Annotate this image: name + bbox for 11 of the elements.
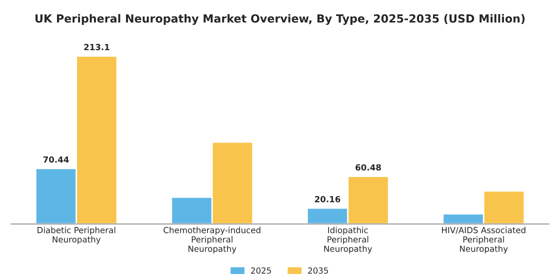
data-label: 20.16 [314,196,340,202]
chart-title: UK Peripheral Neuropathy Market Overview, By Type, 2025-2035 (USD Million) [35,14,525,25]
x-tick-label: HIV/AIDS Associated Peripheral Neuropathy [442,226,526,254]
legend-label: 2025 [251,267,271,274]
data-label: 60.48 [356,164,381,171]
x-tick-label: Chemotherapy-induced Peripheral Neuropathy [164,226,260,254]
x-tick-label: Diabetic Peripheral Neuropathy [38,226,116,244]
x-tick-label: Idiopathic Peripheral Neuropathy [324,226,372,254]
legend-label: 2035 [308,267,328,274]
data-label: 70.44 [43,156,69,163]
data-label: 213.1 [84,44,110,50]
